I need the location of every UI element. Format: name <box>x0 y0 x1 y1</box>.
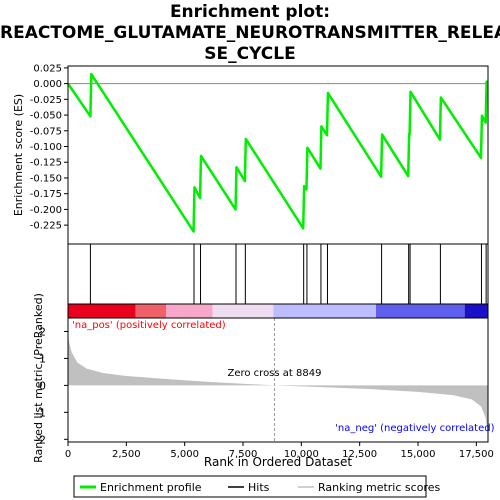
es-frame <box>67 65 489 245</box>
x-tick-label: 0 <box>65 449 71 460</box>
zero-cross-label: Zero cross at 8849 <box>227 368 321 379</box>
es-y-tick-label: -0.075 <box>30 126 62 137</box>
metric-y-tick-label: 0 <box>39 379 46 392</box>
legend-items: Enrichment profile Hits Ranking metric sco… <box>80 481 440 494</box>
es-panel: 0.025 0.000 -0.025 -0.050 -0.075 -0.100 -0.125… <box>12 63 489 245</box>
es-y-axis-label: Enrichment score (ES) <box>12 94 25 216</box>
color-bar-segment <box>68 304 136 318</box>
legend-label: Enrichment profile <box>100 481 202 494</box>
hits-frame <box>67 243 489 305</box>
metric-panel: Zero cross at 8849 'na_pos' (positively … <box>32 293 495 469</box>
es-y-tick-label: 0.025 <box>33 63 62 74</box>
x-tick-label: 15,000 <box>401 449 436 460</box>
es-y-tick-label: -0.025 <box>30 95 62 106</box>
color-bar-segment <box>135 304 166 318</box>
es-y-ticks: 0.025 0.000 -0.025 -0.050 -0.075 -0.100 -0.125… <box>30 63 68 232</box>
es-y-tick-label: -0.050 <box>30 111 62 122</box>
hits-panel <box>67 243 489 305</box>
es-y-tick-label: -0.175 <box>30 189 62 200</box>
legend-label: Ranking metric scores <box>318 481 440 494</box>
legend-label: Hits <box>248 481 270 494</box>
metric-y-ticks: 2 1 0 -1 -2 <box>35 325 68 446</box>
metric-y-tick-label: -2 <box>35 433 46 446</box>
es-y-tick-label: -0.100 <box>30 142 62 153</box>
na-neg-label: 'na_neg' (negatively correlated) <box>335 423 494 434</box>
metric-y-tick-label: -1 <box>35 406 46 419</box>
metric-y-axis-label: Ranked list metric (PreRanked) <box>32 293 45 463</box>
x-axis-label: Rank in Ordered Dataset <box>204 455 352 469</box>
x-tick-label: 10,000 <box>284 449 319 460</box>
x-tick-label: 5,000 <box>170 449 199 460</box>
legend: Enrichment profile Hits Ranking metric sco… <box>73 475 440 498</box>
legend-box <box>73 475 427 498</box>
rank-color-bar <box>67 303 489 319</box>
es-y-tick-label: -0.125 <box>30 158 62 169</box>
color-bar-segment <box>166 304 213 318</box>
na-pos-label: 'na_pos' (positively correlated) <box>72 320 226 331</box>
es-y-tick-label: -0.150 <box>30 173 62 184</box>
chart-title-line-2: REACTOME_GLUTAMATE_NEUROTRANSMITTER_RELE… <box>0 23 500 43</box>
color-bar-segment <box>212 304 274 318</box>
color-bar-segment <box>273 304 376 318</box>
metric-y-tick-label: 2 <box>39 325 46 338</box>
x-tick-label: 7,500 <box>229 449 258 460</box>
es-y-tick-label: 0.000 <box>33 79 62 90</box>
es-y-tick-label: -0.225 <box>30 221 62 232</box>
color-bar-segments <box>68 304 488 318</box>
x-tick-label: 2,500 <box>112 449 141 460</box>
x-tick-label: 17,500 <box>459 449 494 460</box>
x-tick-label: 12,500 <box>342 449 377 460</box>
chart-title-line-3: SE_CYCLE <box>204 44 296 64</box>
metric-y-tick-label: 1 <box>39 352 46 365</box>
chart-title-line-1: Enrichment plot: <box>169 2 331 22</box>
metric-frame <box>67 317 489 443</box>
enrichment-profile-line <box>66 72 488 233</box>
color-bar-segment <box>376 304 465 318</box>
color-bar-segment <box>464 304 488 318</box>
hit-lines <box>89 244 487 304</box>
es-y-tick-label: -0.200 <box>30 205 62 216</box>
metric-x-ticks: 0 2,500 5,000 7,500 10,000 12,500 15,000 17,500 <box>65 442 494 460</box>
ranking-metric-area <box>68 332 488 437</box>
